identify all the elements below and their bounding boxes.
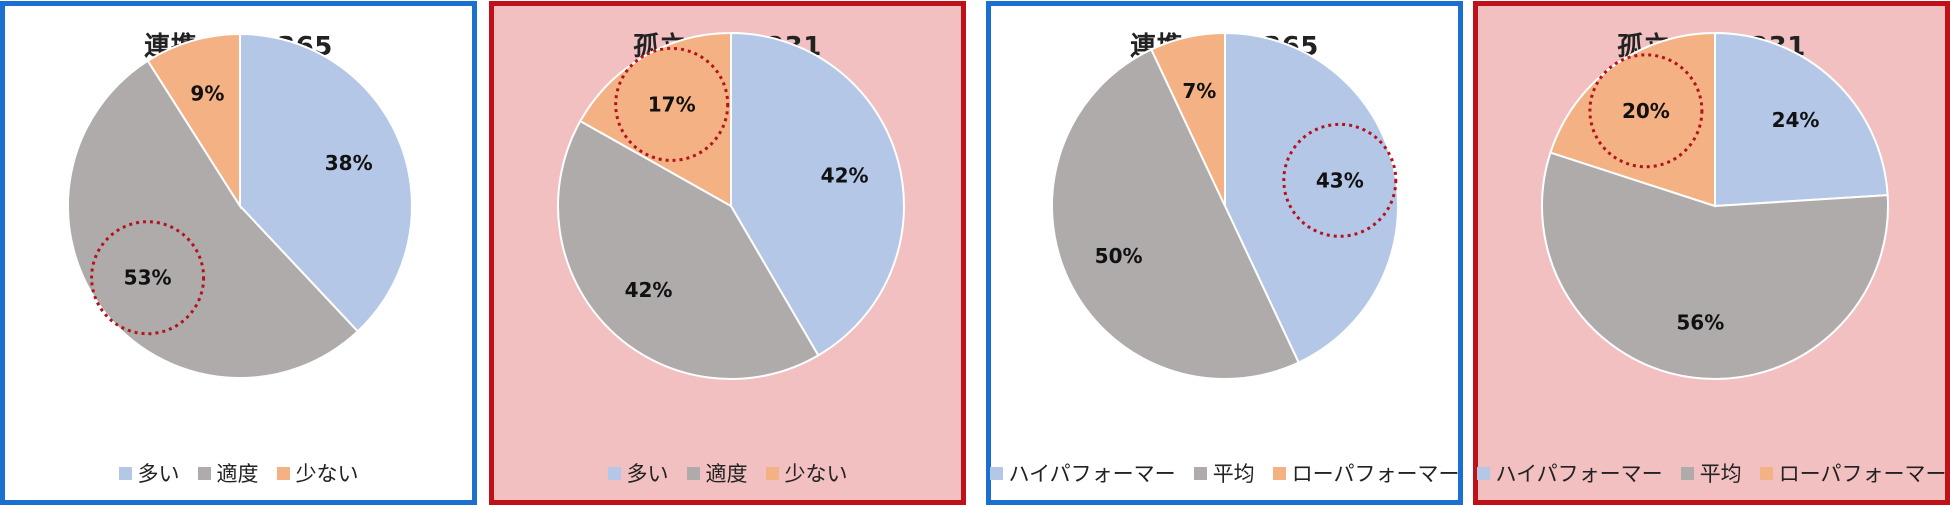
pie-panel-connected-performance: 連携 n=1,365 43%50%7% ハイパフォーマー 平均 ローパフォーマー — [986, 1, 1463, 505]
legend-label: 多い — [626, 462, 669, 486]
legend-item: 平均 — [1680, 458, 1742, 488]
legend-item: ローパフォーマー — [1759, 458, 1947, 488]
pie-chart: 42% 42% 17% — [557, 31, 905, 380]
legend-swatch-blue — [607, 466, 621, 480]
pie-slice-gray — [557, 119, 820, 380]
pie-chart: 38% 53% 9% — [66, 32, 413, 380]
legend-item: 多い — [607, 458, 669, 488]
legend-swatch-blue — [118, 466, 132, 480]
data-label: 7% — [1182, 79, 1216, 103]
legend-label: 少ない — [784, 462, 848, 486]
legend-item: 多い — [118, 458, 180, 488]
highlight-circle — [614, 46, 730, 162]
pie-slice-gray — [1050, 48, 1300, 381]
legend-label: ローパフォーマー — [1778, 462, 1947, 486]
pie-slice-blue — [730, 31, 905, 357]
data-label: 17% — [648, 92, 696, 116]
legend-label: 平均 — [1699, 462, 1742, 486]
data-label: 42% — [625, 278, 673, 302]
legend-item: ローパフォーマー — [1272, 458, 1460, 488]
pie-slice-orange — [146, 32, 241, 210]
legend-label: 多い — [137, 462, 180, 486]
data-label: 9% — [190, 82, 224, 106]
data-label: 38% — [325, 151, 373, 175]
highlight-circle — [90, 220, 206, 336]
pie-panel-isolated-performance: 孤立 n=1,231 24%56%20% ハイパフォーマー 平均 ローパフォーマ… — [1473, 1, 1950, 505]
data-label: 43% — [1316, 168, 1364, 192]
data-label: 56% — [1676, 311, 1724, 335]
legend-swatch-orange — [1272, 466, 1286, 480]
legend-swatch-gray — [1193, 466, 1207, 480]
highlight-circle — [1282, 122, 1398, 238]
legend-item: ハイパフォーマー — [989, 458, 1176, 488]
legend-item: 適度 — [197, 458, 259, 488]
legend-item: 少ない — [276, 458, 359, 488]
pie-slice-orange — [1150, 31, 1226, 207]
pie-chart: 43% 50% 7% — [1050, 31, 1400, 381]
legend: ハイパフォーマー 平均 ローパフォーマー — [1476, 458, 1947, 488]
data-label: 50% — [1095, 244, 1143, 268]
highlight-circle — [1588, 53, 1704, 169]
legend: 多い 適度 少ない — [494, 458, 961, 488]
legend-label: ハイパフォーマー — [1495, 462, 1663, 486]
pie-panel-connected-workload: 連携 n=1,365 38%53%9% 多い 適度 少ない — [0, 1, 477, 505]
legend-item: 平均 — [1193, 458, 1255, 488]
data-label: 53% — [124, 266, 172, 290]
legend-item: ハイパフォーマー — [1476, 458, 1663, 488]
data-label: 42% — [821, 163, 869, 187]
legend-swatch-gray — [1680, 466, 1694, 480]
legend-swatch-blue — [989, 466, 1003, 480]
legend-label: ローパフォーマー — [1291, 462, 1460, 486]
pie-slice-blue — [1714, 31, 1889, 208]
legend-swatch-orange — [1759, 466, 1773, 480]
legend-swatch-orange — [276, 466, 290, 480]
legend-item: 適度 — [686, 458, 748, 488]
legend-swatch-blue — [1476, 466, 1490, 480]
legend-swatch-orange — [765, 466, 779, 480]
legend-label: 平均 — [1212, 462, 1255, 486]
pie-slice-gray — [66, 59, 360, 380]
legend: 多い 適度 少ない — [5, 458, 472, 488]
pie-slice-orange — [1549, 31, 1716, 208]
legend-label: ハイパフォーマー — [1008, 462, 1176, 486]
pie-slice-blue — [239, 32, 413, 333]
legend-swatch-gray — [686, 466, 700, 480]
legend: ハイパフォーマー 平均 ローパフォーマー — [989, 458, 1460, 488]
pie-panel-isolated-workload: 孤立 n=1,231 42%42%17% 多い 適度 少ない — [489, 1, 966, 505]
data-label: 20% — [1622, 99, 1670, 123]
legend-swatch-gray — [197, 466, 211, 480]
pie-slice-gray — [1541, 151, 1890, 381]
legend-label: 適度 — [216, 462, 259, 486]
legend-item: 少ない — [765, 458, 848, 488]
pie-chart: 24% 56% 20% — [1541, 31, 1890, 381]
data-label: 24% — [1772, 108, 1820, 132]
legend-label: 少ない — [295, 462, 359, 486]
legend-label: 適度 — [705, 462, 748, 486]
